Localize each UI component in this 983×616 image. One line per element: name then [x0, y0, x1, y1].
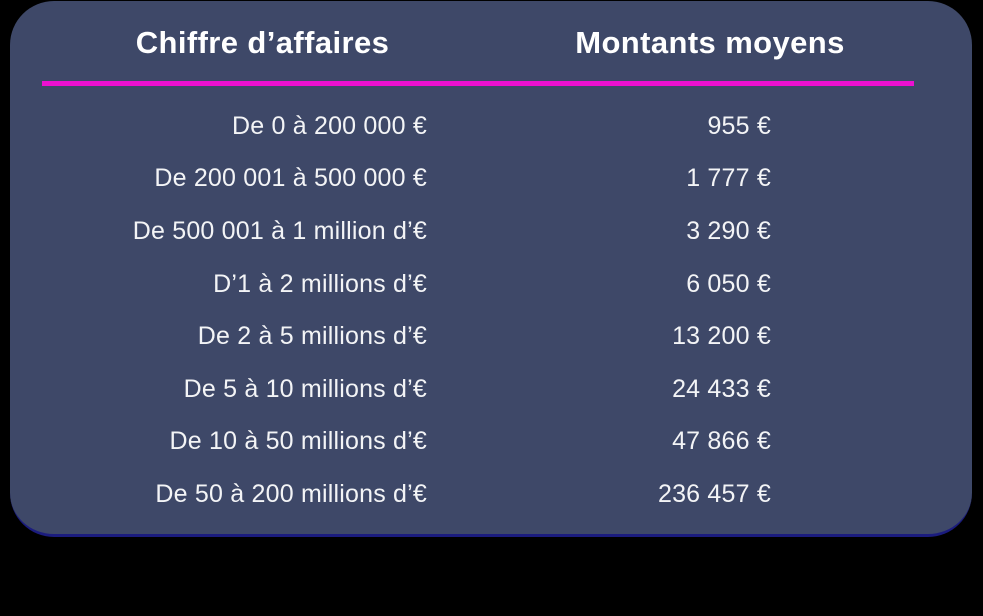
revenue-range-cell: De 0 à 200 000 € [231, 111, 427, 140]
table-body: De 0 à 200 000 € 955 € De 200 001 à 500 00… [10, 100, 972, 521]
table-row: De 5 à 10 millions d’€ 24 433 € [10, 363, 972, 416]
revenue-range-cell: D’1 à 2 millions d’€ [213, 269, 427, 298]
average-amount-cell: 236 457 € [657, 479, 771, 508]
column-header-montants-moyens: Montants moyens [575, 25, 845, 60]
table-row: De 0 à 200 000 € 955 € [10, 100, 972, 153]
average-amount-cell: 3 290 € [686, 216, 771, 245]
average-amount-cell: 13 200 € [672, 322, 771, 351]
revenue-range-cell: De 50 à 200 millions d’€ [155, 479, 427, 508]
average-amount-cell: 1 777 € [686, 164, 771, 193]
revenue-range-cell: De 10 à 50 millions d’€ [169, 427, 427, 456]
table-row: De 200 001 à 500 000 € 1 777 € [10, 153, 972, 206]
table-row: De 10 à 50 millions d’€ 47 866 € [10, 416, 972, 469]
revenue-range-cell: De 200 001 à 500 000 € [154, 164, 427, 193]
revenue-amounts-table-card: Chiffre d’affaires Montants moyens De 0 … [10, 1, 972, 537]
header-divider-line [42, 81, 914, 86]
table-row: De 500 001 à 1 million d’€ 3 290 € [10, 205, 972, 258]
table-header-row: Chiffre d’affaires Montants moyens [10, 23, 972, 63]
average-amount-cell: 24 433 € [672, 374, 771, 403]
table-row: De 2 à 5 millions d’€ 13 200 € [10, 310, 972, 363]
average-amount-cell: 955 € [707, 111, 771, 140]
table-row: De 50 à 200 millions d’€ 236 457 € [10, 468, 972, 521]
average-amount-cell: 47 866 € [672, 427, 771, 456]
revenue-range-cell: De 2 à 5 millions d’€ [197, 322, 427, 351]
revenue-range-cell: De 5 à 10 millions d’€ [183, 374, 427, 403]
average-amount-cell: 6 050 € [686, 269, 771, 298]
table-row: D’1 à 2 millions d’€ 6 050 € [10, 258, 972, 311]
revenue-range-cell: De 500 001 à 1 million d’€ [132, 216, 427, 245]
column-header-chiffre-daffaires: Chiffre d’affaires [135, 25, 390, 60]
